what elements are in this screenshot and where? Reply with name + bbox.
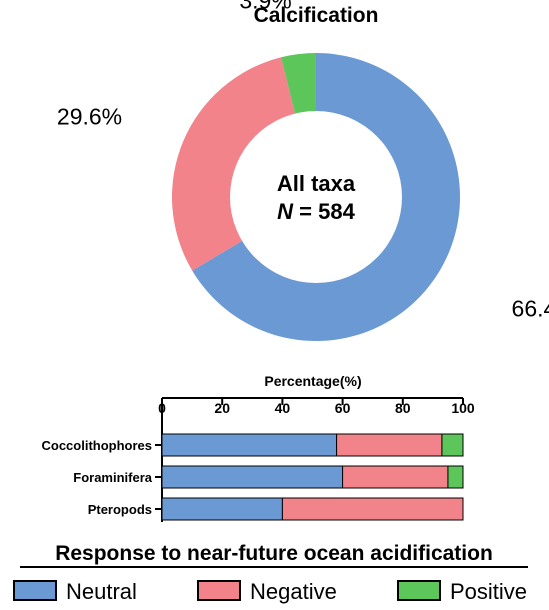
donut-label-positive: 3.9% [239, 0, 291, 13]
bar-category-label-pteropods: Pteropods [88, 502, 152, 517]
bar-segment-coccolithophores-positive [441, 433, 464, 457]
legend-label-positive: Positive [450, 579, 527, 604]
bar-category-label-foraminifera: Foraminifera [73, 470, 153, 485]
bar-segment-pteropods-negative [281, 497, 464, 521]
bar-segment-coccolithophores-negative [336, 433, 443, 457]
donut-hole [230, 111, 402, 283]
donut-label-negative: 29.6% [57, 103, 122, 129]
legend-title: Response to near-future ocean acidificat… [55, 542, 493, 565]
donut-slice-labels: 66.4% 29.6% 3.9% [57, 0, 549, 321]
legend: Neutral Negative Positive [13, 579, 527, 604]
donut-label-neutral: 66.4% [512, 295, 549, 321]
legend-label-negative: Negative [250, 579, 337, 604]
legend-swatch-positive [397, 580, 441, 601]
bar-category-label-coccolithophores: Coccolithophores [41, 438, 152, 453]
donut-center-n-symbol: N [277, 199, 294, 224]
bar-segment-pteropods-neutral [161, 497, 283, 521]
bar-segment-foraminifera-negative [342, 465, 449, 489]
legend-swatch-negative [197, 580, 241, 601]
bar-x-tick-label: 80 [395, 400, 411, 416]
bar-x-tick-label: 100 [451, 400, 475, 416]
bar-x-tick-label: 20 [214, 400, 230, 416]
legend-label-neutral: Neutral [66, 579, 137, 604]
bar-x-tick-label: 60 [335, 400, 351, 416]
stacked-bar-chart: Coccolithophores Foraminifera Pteropods [41, 433, 464, 521]
legend-swatch-neutral [13, 580, 57, 601]
donut-center-count: N = 584 [277, 199, 355, 224]
bar-segment-coccolithophores-neutral [161, 433, 338, 457]
donut-center-n-value: = 584 [293, 199, 356, 224]
bar-segment-foraminifera-neutral [161, 465, 344, 489]
bar-segment-foraminifera-positive [447, 465, 464, 489]
bar-x-axis-title: Percentage(%) [264, 373, 361, 389]
donut-center-title: All taxa [277, 171, 356, 196]
donut-chart-title: Calcification [254, 4, 379, 27]
bar-x-tick-label: 40 [275, 400, 291, 416]
